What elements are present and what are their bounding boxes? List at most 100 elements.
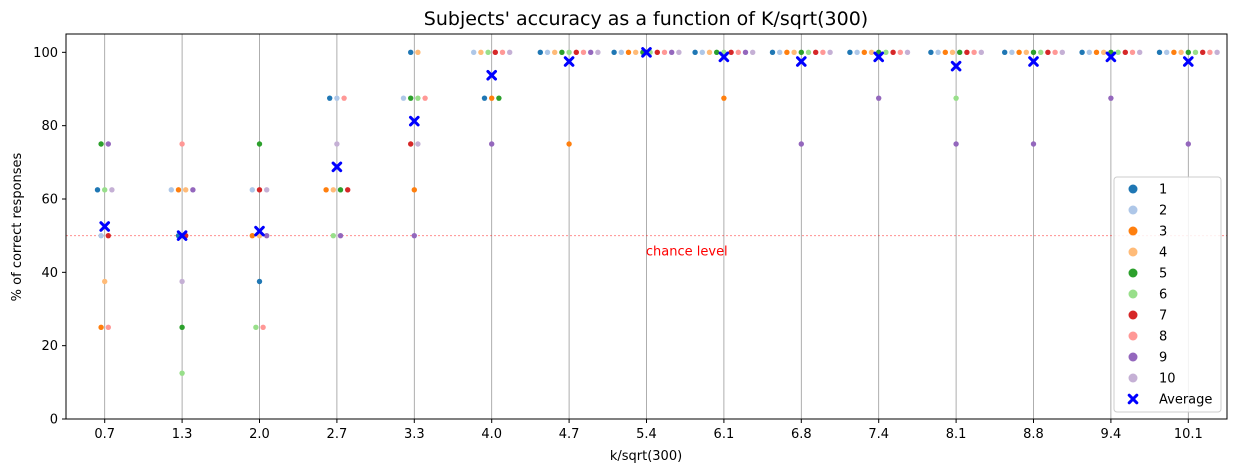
- data-point: [105, 141, 112, 147]
- data-point: [847, 49, 853, 56]
- y-tick-label: 100: [33, 46, 58, 61]
- data-point: [1115, 49, 1121, 56]
- data-point: [105, 232, 112, 239]
- data-point: [699, 49, 705, 56]
- legend-label: Average: [1159, 393, 1212, 408]
- data-point: [400, 95, 407, 101]
- data-point: [260, 324, 266, 331]
- legend-item: 1: [1128, 183, 1167, 198]
- chance-label: chance level: [646, 245, 728, 260]
- data-point: [742, 49, 749, 56]
- data-point: [721, 95, 727, 101]
- data-point: [256, 141, 263, 147]
- data-point: [953, 141, 959, 147]
- legend-marker: [1128, 205, 1138, 215]
- data-point: [957, 49, 963, 56]
- legend-item: 6: [1128, 288, 1167, 303]
- data-point: [580, 49, 587, 56]
- data-point: [330, 187, 336, 193]
- data-point: [98, 141, 104, 147]
- data-point: [408, 95, 414, 101]
- legend-label: 7: [1159, 309, 1167, 324]
- data-point: [408, 141, 414, 147]
- data-point: [1079, 49, 1085, 56]
- x-tick-label: 8.8: [1023, 427, 1044, 442]
- y-tick-label: 20: [41, 339, 58, 354]
- data-point: [1164, 49, 1170, 56]
- legend-label: 6: [1159, 288, 1167, 303]
- x-tick-label: 3.3: [404, 427, 425, 442]
- data-point: [1192, 49, 1199, 56]
- data-point: [1023, 49, 1029, 56]
- data-point: [408, 49, 414, 56]
- data-point: [253, 324, 259, 331]
- data-point: [953, 95, 959, 101]
- data-point: [588, 49, 594, 56]
- y-axis-label: % of correct responses: [10, 152, 25, 301]
- chart-title: Subjects' accuracy as a function of K/sq…: [424, 8, 868, 30]
- data-point: [805, 49, 812, 56]
- legend-label: 2: [1159, 204, 1167, 219]
- data-point: [777, 49, 783, 56]
- data-point: [1122, 49, 1129, 56]
- legend-label: 10: [1159, 372, 1176, 387]
- data-point: [264, 232, 270, 239]
- data-point: [1038, 49, 1044, 56]
- data-point: [1002, 49, 1008, 56]
- x-tick-label: 2.0: [249, 427, 270, 442]
- data-point: [256, 278, 263, 285]
- average-marker: [254, 225, 265, 237]
- data-point: [1185, 49, 1192, 56]
- legend-label: 3: [1159, 225, 1167, 240]
- data-point: [1030, 141, 1037, 147]
- y-tick-label: 0: [50, 413, 58, 428]
- legend-item: 5: [1128, 267, 1167, 282]
- data-point: [109, 187, 115, 193]
- data-point: [595, 49, 601, 56]
- data-point: [661, 49, 668, 56]
- average-marker: [409, 115, 420, 127]
- data-point: [1171, 49, 1177, 56]
- data-point: [334, 95, 340, 101]
- data-point: [633, 49, 639, 56]
- data-point: [323, 187, 329, 193]
- data-point: [105, 324, 112, 331]
- data-point: [415, 95, 421, 101]
- average-marker: [1028, 56, 1039, 67]
- data-point: [714, 49, 720, 56]
- data-point: [179, 141, 185, 147]
- data-point: [1030, 49, 1037, 56]
- data-point: [175, 187, 182, 193]
- average-marker: [1183, 56, 1194, 67]
- data-point: [499, 49, 506, 56]
- data-point: [492, 49, 498, 56]
- data-point: [337, 187, 344, 193]
- average-marker: [1105, 51, 1117, 63]
- data-point: [784, 49, 790, 56]
- data-point: [813, 49, 819, 56]
- legend-item: 3: [1128, 225, 1167, 240]
- data-point: [537, 49, 543, 56]
- data-point: [264, 187, 270, 193]
- data-point: [669, 49, 675, 56]
- data-point: [334, 141, 340, 147]
- data-point: [183, 187, 189, 193]
- data-point: [411, 232, 417, 239]
- data-point: [573, 49, 579, 56]
- data-point: [890, 49, 896, 56]
- data-point: [798, 49, 804, 56]
- legend-item: 8: [1128, 330, 1167, 345]
- x-tick-label: 7.4: [868, 427, 889, 442]
- x-tick-label: 2.7: [327, 427, 348, 442]
- data-point: [190, 187, 196, 193]
- data-point: [942, 49, 948, 56]
- data-point: [1214, 49, 1220, 56]
- data-point: [868, 49, 875, 56]
- average-marker: [486, 69, 497, 81]
- data-point: [179, 278, 185, 285]
- legend-item: 10: [1128, 372, 1176, 387]
- legend-marker: [1128, 352, 1138, 362]
- data-point: [654, 49, 660, 56]
- data-point: [337, 232, 344, 239]
